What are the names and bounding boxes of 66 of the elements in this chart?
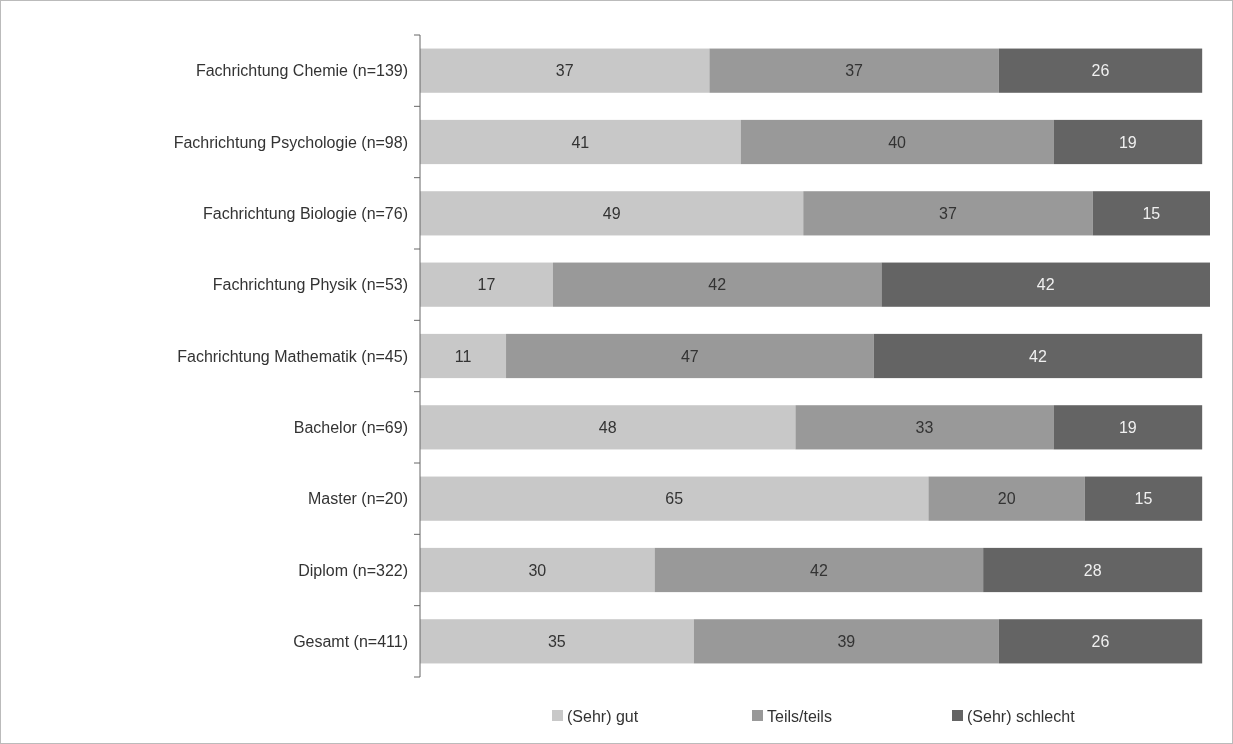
data-label: 37	[845, 62, 864, 80]
data-label: 37	[939, 204, 957, 222]
bar	[709, 48, 999, 93]
data-label: 42	[1029, 347, 1047, 365]
bar	[552, 262, 882, 307]
bar	[420, 619, 694, 664]
legend-label: (Sehr) schlecht	[967, 707, 1076, 725]
data-label: 42	[810, 561, 828, 579]
bar	[998, 48, 1203, 93]
y-tick-label: Fachrichtung Mathematik (n=45)	[177, 347, 408, 365]
data-label: 47	[680, 347, 699, 365]
bar	[1092, 191, 1210, 236]
bar	[803, 191, 1093, 236]
y-tick-label: Master (n=20)	[307, 490, 408, 508]
bar	[420, 405, 796, 450]
data-label: 26	[1091, 62, 1110, 80]
y-tick-label: Diplom (n=322)	[298, 561, 408, 579]
data-label: 19	[1118, 133, 1137, 151]
data-label: 42	[1036, 276, 1055, 294]
bar	[881, 262, 1210, 307]
data-label: 39	[837, 632, 856, 650]
legend-label: Teils/teils	[767, 707, 832, 725]
y-tick-label: Fachrichtung Biologie (n=76)	[202, 204, 408, 222]
bar	[420, 48, 710, 93]
bar	[983, 547, 1203, 593]
data-label: 17	[477, 276, 496, 294]
data-label: 11	[454, 347, 472, 365]
data-label: 41	[571, 133, 590, 151]
data-label: 40	[888, 133, 907, 151]
bar	[420, 476, 929, 521]
bar	[420, 333, 507, 379]
bar	[654, 547, 984, 593]
bar	[1084, 476, 1203, 521]
data-label: 33	[915, 418, 934, 436]
bar	[1053, 405, 1203, 450]
y-tick-label: Fachrichtung Chemie (n=139)	[195, 62, 408, 80]
bar	[420, 262, 553, 307]
bar	[420, 547, 655, 593]
data-label: 28	[1083, 561, 1102, 579]
data-label: 19	[1118, 418, 1137, 436]
y-tick-label: Fachrichtung Psychologie (n=98)	[173, 133, 408, 151]
bar	[740, 119, 1054, 165]
data-label: 37	[555, 62, 574, 80]
data-label: 26	[1091, 632, 1110, 650]
data-label: 42	[708, 276, 727, 294]
data-label: 65	[665, 490, 684, 508]
y-tick-label: Gesamt (n=411)	[293, 632, 408, 650]
bar	[693, 619, 999, 664]
data-label: 15	[1134, 490, 1153, 508]
y-tick-label: Bachelor (n=69)	[293, 418, 408, 436]
bar	[873, 333, 1203, 379]
data-label: 30	[528, 561, 547, 579]
data-label: 15	[1142, 204, 1161, 222]
bar	[795, 405, 1054, 450]
bar	[506, 333, 874, 379]
data-label: 49	[602, 204, 621, 222]
bar	[928, 476, 1085, 521]
bar	[420, 119, 741, 165]
data-label: 35	[547, 632, 566, 650]
bar	[1053, 119, 1203, 165]
bar	[420, 191, 804, 236]
data-label: 20	[997, 490, 1016, 508]
bar	[998, 619, 1203, 664]
y-tick-label: Fachrichtung Physik (n=53)	[212, 276, 408, 294]
data-label: 48	[598, 418, 617, 436]
legend-label: (Sehr) gut	[567, 707, 639, 725]
